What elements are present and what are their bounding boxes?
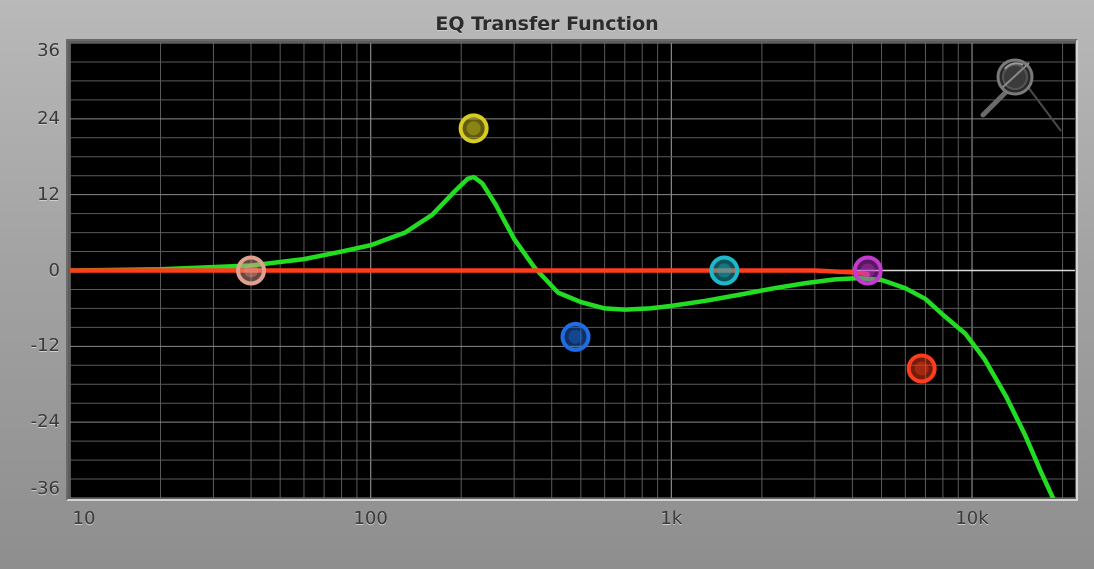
band-node-blue[interactable]: [560, 321, 591, 352]
series-layer: [70, 174, 1056, 498]
y-tick-label: -12: [30, 335, 60, 357]
band-nodes: [236, 113, 937, 384]
eq-graph[interactable]: [70, 43, 1075, 498]
band-node-magenta[interactable]: [852, 255, 883, 286]
band-node-pink[interactable]: [236, 255, 267, 286]
y-tick-label: 0: [48, 259, 60, 281]
x-tick-label: 10k: [955, 508, 989, 529]
y-tick-label: 12: [37, 183, 60, 205]
band-node-cyan[interactable]: [709, 255, 740, 286]
band-node-yellow[interactable]: [458, 113, 489, 144]
eq-response-curve: [70, 174, 1056, 498]
y-tick-label: -24: [30, 411, 60, 433]
x-tick-label: 1k: [660, 508, 683, 529]
x-tick-label: 100: [353, 508, 388, 529]
eq-title: EQ Transfer Function: [435, 13, 659, 35]
x-tick-label: 10: [72, 508, 96, 529]
band-node-red[interactable]: [906, 353, 937, 384]
y-tick-label: -36: [30, 478, 60, 499]
magnifier-icon[interactable]: [975, 55, 1067, 135]
filter-curve-red: [70, 268, 871, 277]
y-tick-label: 36: [37, 40, 60, 61]
y-tick-label: 24: [37, 107, 60, 129]
